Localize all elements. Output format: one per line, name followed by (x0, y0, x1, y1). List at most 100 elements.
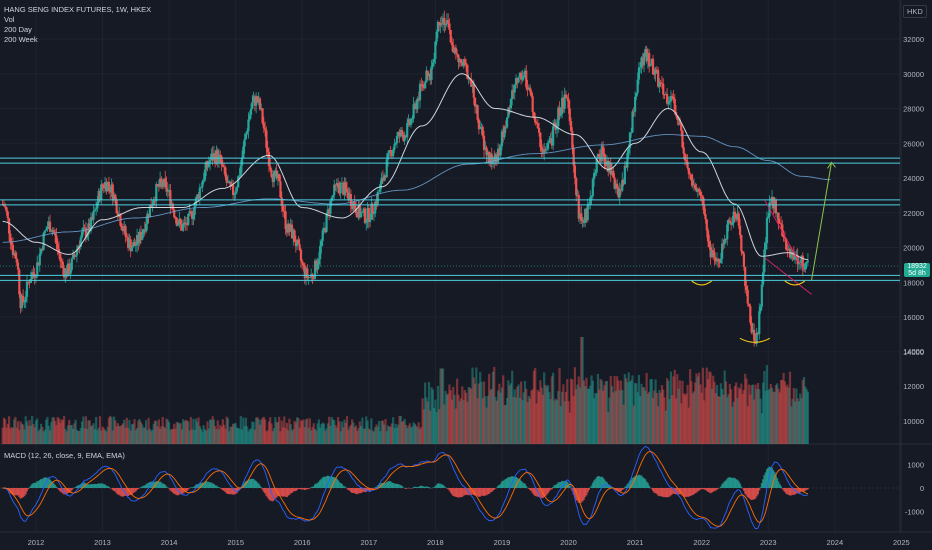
candle-body (745, 286, 748, 290)
macd-histogram-bar (358, 488, 361, 494)
symbol-title[interactable]: HANG SENG INDEX FUTURES, 1W, HKEX (4, 5, 152, 14)
candle-body (614, 183, 617, 189)
macd-tick-label: 0 (920, 484, 924, 493)
macd-histogram-bar (623, 487, 626, 488)
volume-bar (302, 419, 305, 444)
volume-bar (589, 385, 592, 444)
macd-histogram-bar (251, 478, 254, 488)
macd-histogram-bar (43, 477, 46, 488)
macd-histogram-bar (658, 488, 661, 497)
volume-bar (495, 400, 498, 444)
candle-body (438, 21, 441, 26)
candle-body (753, 329, 756, 341)
candle-body (783, 237, 786, 239)
volume-bar (10, 427, 13, 444)
candle-body (199, 187, 203, 189)
macd-histogram-bar (797, 488, 800, 494)
candle-body (763, 249, 766, 273)
candle-body (319, 245, 322, 260)
volume-bar (746, 406, 749, 444)
volume-bar (114, 420, 117, 444)
candle-body (82, 227, 85, 232)
volume-bar (69, 425, 72, 444)
candle-body (228, 181, 231, 183)
macd-histogram-bar (765, 469, 768, 488)
indicator-vol[interactable]: Vol (4, 15, 15, 24)
macd-histogram-bar (98, 483, 101, 488)
indicator-200-week[interactable]: 200 Week (4, 35, 38, 44)
volume-bar (471, 367, 474, 444)
candle-body (457, 54, 460, 63)
volume-bar (192, 418, 195, 444)
candle-body (625, 165, 628, 168)
macd-histogram-bar (297, 488, 300, 490)
volume-bar (635, 383, 638, 444)
candle-body (223, 166, 226, 168)
candle-body (371, 203, 374, 214)
macd-histogram-bar (617, 488, 620, 492)
candle-body (525, 70, 528, 88)
macd-histogram-bar (23, 488, 26, 497)
macd-histogram-bar (416, 486, 419, 488)
candle-body (676, 115, 679, 120)
volume-bar (409, 427, 413, 444)
volume-bar (100, 430, 103, 444)
macd-histogram-bar (316, 482, 319, 488)
volume-bar (779, 380, 783, 444)
volume-bar (180, 429, 183, 444)
macd-histogram-bar (360, 488, 363, 493)
macd-histogram-bar (736, 479, 739, 488)
volume-bar (778, 392, 781, 444)
volume-bar (324, 430, 327, 444)
volume-bar (155, 421, 158, 444)
candle-body (406, 123, 409, 138)
macd-histogram-bar (355, 488, 358, 494)
macd-histogram-bar (668, 488, 671, 497)
macd-histogram-bar (37, 480, 40, 488)
candle-body (622, 180, 625, 184)
volume-bar (444, 390, 447, 444)
currency-label[interactable]: HKD (903, 5, 927, 18)
candle-body (509, 99, 513, 109)
volume-bar (159, 428, 162, 444)
candle-body (320, 240, 323, 246)
candle-body (193, 205, 196, 216)
volume-bar (283, 416, 286, 444)
candle-body (750, 322, 753, 333)
candle-body (329, 200, 332, 214)
candle-body (677, 119, 680, 121)
candle-body (633, 96, 637, 112)
volume-bar (244, 417, 248, 444)
candle-body (482, 135, 486, 150)
macd-histogram-bar (170, 488, 173, 492)
macd-histogram-bar (664, 488, 667, 497)
volume-bar (178, 423, 181, 444)
candle-body (559, 114, 562, 116)
candle-body (7, 218, 11, 234)
candle-body (392, 149, 395, 157)
volume-bar (618, 390, 621, 444)
macd-legend[interactable]: MACD (12, 26, close, 9, EMA, EMA) (4, 451, 125, 460)
macd-histogram-bar (690, 488, 693, 496)
candle-body (741, 251, 744, 254)
candle-body (764, 243, 767, 250)
candle-body (28, 282, 31, 284)
macd-histogram-bar (769, 467, 772, 488)
macd-histogram-bar (226, 488, 229, 495)
volume-bar (430, 387, 433, 444)
indicator-200-day[interactable]: 200 Day (4, 25, 32, 34)
volume-bar (16, 421, 20, 444)
candle-body (299, 250, 303, 261)
macd-histogram-bar (124, 488, 127, 496)
candle-body (180, 223, 183, 231)
candle-body (479, 128, 482, 130)
candle-body (654, 69, 657, 75)
volume-bar (531, 389, 534, 444)
volume-bar (562, 384, 565, 444)
macd-histogram-bar (223, 488, 226, 491)
macd-histogram-bar (314, 484, 317, 488)
volume-bar (480, 381, 483, 444)
macd-histogram-bar (225, 488, 228, 494)
volume-bar (525, 388, 528, 444)
volume-bar (377, 420, 381, 444)
